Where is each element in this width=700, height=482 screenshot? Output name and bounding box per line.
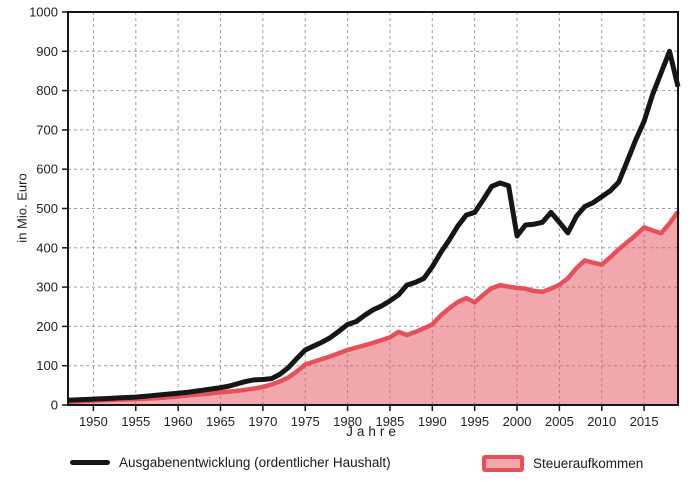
y-axis-tick-label: 1000 bbox=[29, 5, 58, 20]
tax-area-swatch bbox=[482, 455, 524, 472]
expenses-line-swatch bbox=[70, 460, 110, 465]
x-axis-tick-label: 1970 bbox=[248, 414, 277, 429]
y-axis-tick-label: 600 bbox=[36, 162, 58, 177]
x-axis-tick-label: 1995 bbox=[460, 414, 489, 429]
legend-item-expenses: Ausgabenentwicklung (ordentlicher Hausha… bbox=[70, 455, 391, 470]
y-axis-tick-label: 200 bbox=[36, 319, 58, 334]
legend-label-expenses: Ausgabenentwicklung (ordentlicher Hausha… bbox=[119, 455, 391, 470]
y-axis-tick-label: 900 bbox=[36, 44, 58, 59]
x-axis-tick-label: 1965 bbox=[206, 414, 235, 429]
x-axis-tick-label: 1960 bbox=[164, 414, 193, 429]
legend-item-tax: Steueraufkommen bbox=[482, 455, 643, 472]
x-axis-tick-label: 1975 bbox=[291, 414, 320, 429]
x-axis-tick-label: 2000 bbox=[503, 414, 532, 429]
x-axis-tick-label: 2010 bbox=[587, 414, 616, 429]
x-axis-tick-label: 1980 bbox=[333, 414, 362, 429]
tax-area-line bbox=[67, 210, 680, 405]
legend-label-tax: Steueraufkommen bbox=[533, 456, 644, 471]
y-axis-tick-label: 300 bbox=[36, 280, 58, 295]
x-axis-tick-label: 1990 bbox=[418, 414, 447, 429]
x-axis-tick-label: 1985 bbox=[375, 414, 404, 429]
x-axis-tick-label: 2005 bbox=[545, 414, 574, 429]
x-axis-tick-label: 1950 bbox=[79, 414, 108, 429]
y-axis-tick-label: 400 bbox=[36, 240, 58, 255]
y-axis-title: in Mio. Euro bbox=[14, 173, 30, 243]
y-axis-tick-label: 700 bbox=[36, 122, 58, 137]
x-axis-tick-label: 2015 bbox=[630, 414, 659, 429]
expenses-line bbox=[67, 48, 681, 403]
y-axis-tick-label: 0 bbox=[51, 398, 58, 413]
tax-area-fill bbox=[68, 211, 678, 405]
y-axis-tick-label: 100 bbox=[36, 358, 58, 373]
legend: Ausgabenentwicklung (ordentlicher Hausha… bbox=[0, 452, 700, 478]
x-axis-title: Jahre bbox=[346, 424, 400, 439]
y-axis-tick-label: 500 bbox=[36, 201, 58, 216]
x-axis-tick-label: 1955 bbox=[121, 414, 150, 429]
y-axis-tick-label: 800 bbox=[36, 83, 58, 98]
